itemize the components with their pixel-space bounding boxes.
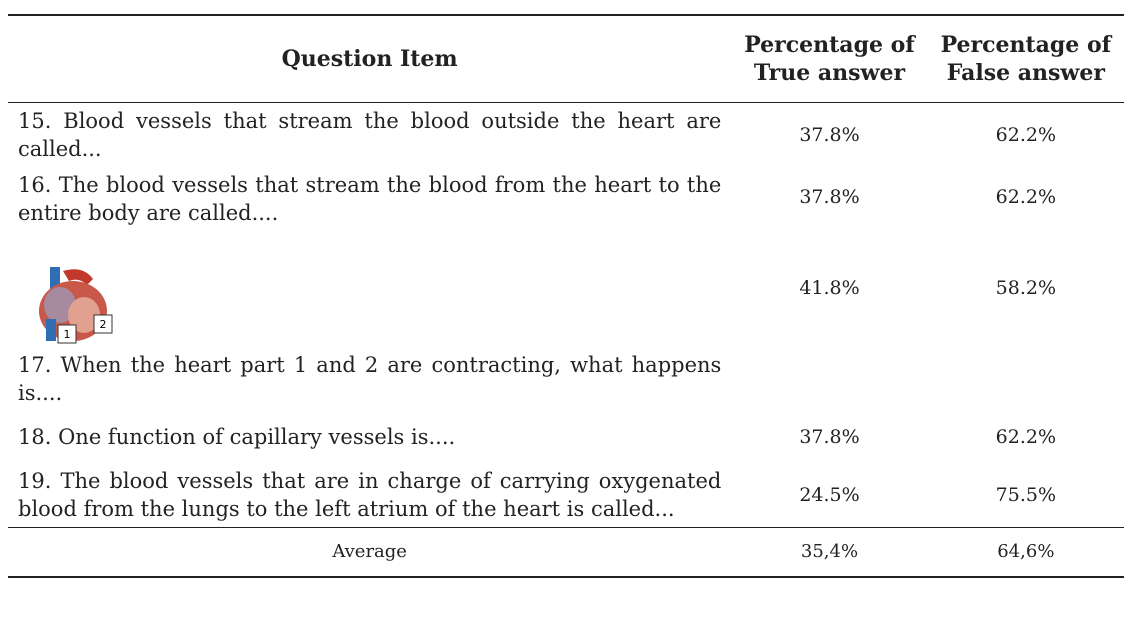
average-row: Average 35,4% 64,6% bbox=[8, 527, 1124, 577]
aorta bbox=[63, 269, 93, 285]
row: 19. The blood vessels that are in charge… bbox=[8, 463, 1124, 528]
question: 19. The blood vessels that are in charge… bbox=[18, 469, 722, 521]
header-row: Question Item Percentage of True answer … bbox=[8, 15, 1124, 103]
chamber bbox=[44, 287, 76, 323]
average-false: 64,6% bbox=[997, 541, 1055, 562]
results-table: Question Item Percentage of True answer … bbox=[8, 14, 1124, 578]
question: 17. When the heart part 1 and 2 are cont… bbox=[18, 353, 722, 405]
true-pct: 37.8% bbox=[799, 124, 860, 146]
header-cell: Percentage of True answer bbox=[744, 32, 915, 86]
average-true: 35,4% bbox=[800, 541, 859, 562]
row: 16. The blood vessels that stream the bl… bbox=[8, 167, 1124, 231]
false-pct: 62.2% bbox=[995, 426, 1056, 448]
figure-label: 2 bbox=[100, 318, 107, 331]
header-cell: Percentage of False answer bbox=[940, 32, 1112, 86]
row: 1 2 17. When the heart part 1 and 2 are … bbox=[8, 231, 1124, 411]
false-pct: 75.5% bbox=[995, 484, 1056, 506]
header-cell: Question Item bbox=[281, 46, 458, 72]
true-pct: 37.8% bbox=[799, 186, 860, 208]
false-pct: 62.2% bbox=[995, 186, 1056, 208]
true-pct: 24.5% bbox=[799, 484, 860, 506]
false-pct: 62.2% bbox=[995, 124, 1056, 146]
chamber bbox=[68, 297, 100, 333]
question: 16. The blood vessels that stream the bl… bbox=[18, 173, 722, 225]
average-label: Average bbox=[332, 541, 407, 562]
question: 15. Blood vessels that stream the blood … bbox=[18, 109, 722, 161]
question: 18. One function of capillary vessels is… bbox=[18, 425, 456, 449]
row: 18. One function of capillary vessels is… bbox=[8, 411, 1124, 463]
table-body: 15. Blood vessels that stream the blood … bbox=[8, 103, 1124, 528]
true-pct: 41.8% bbox=[799, 277, 860, 299]
true-pct: 37.8% bbox=[799, 426, 860, 448]
label-box bbox=[57, 324, 77, 344]
row: 15. Blood vessels that stream the blood … bbox=[8, 103, 1124, 168]
table-footer: Average 35,4% 64,6% bbox=[8, 527, 1124, 577]
heart-figure: 1 2 bbox=[39, 267, 113, 344]
vessel bbox=[46, 319, 56, 341]
figure-label: 1 bbox=[64, 328, 71, 341]
table-header: Question Item Percentage of True answer … bbox=[8, 15, 1124, 103]
false-pct: 58.2% bbox=[995, 277, 1056, 299]
label-box bbox=[93, 314, 113, 334]
question-cell: 1 2 17. When the heart part 1 and 2 are … bbox=[8, 231, 731, 411]
